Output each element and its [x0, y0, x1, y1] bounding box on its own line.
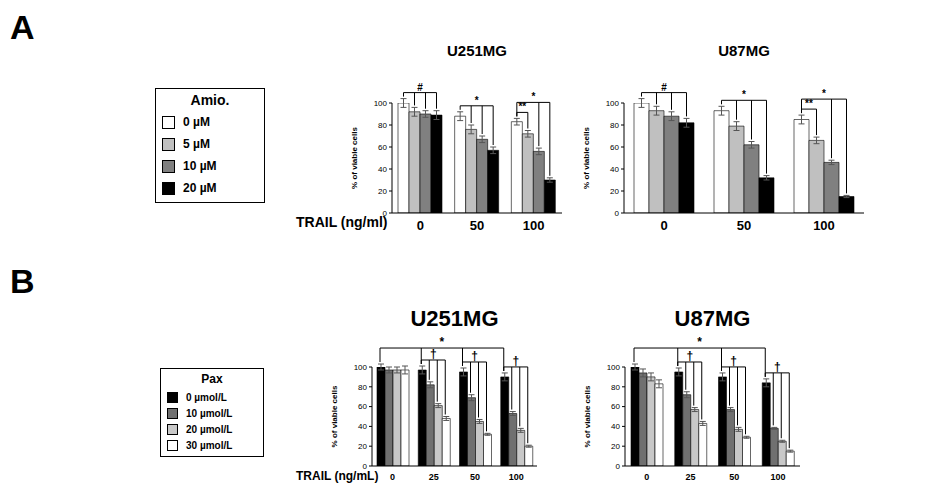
svg-text:80: 80	[378, 121, 387, 130]
svg-text:100: 100	[374, 99, 388, 108]
svg-text:#: #	[417, 82, 423, 93]
svg-text:†: †	[430, 347, 437, 361]
svg-text:60: 60	[378, 143, 387, 152]
svg-text:% of viable cells: % of viable cells	[330, 385, 339, 447]
svg-text:80: 80	[358, 383, 367, 392]
svg-text:**: **	[518, 101, 526, 112]
svg-text:†: †	[686, 349, 693, 363]
svg-text:40: 40	[378, 165, 387, 174]
svg-text:60: 60	[610, 143, 619, 152]
svg-text:60: 60	[358, 402, 367, 411]
svg-text:0: 0	[417, 218, 424, 233]
svg-text:100: 100	[354, 363, 368, 372]
svg-text:100: 100	[813, 218, 835, 233]
svg-text:#: #	[661, 82, 667, 93]
svg-text:†: †	[471, 349, 478, 363]
svg-text:100: 100	[606, 99, 620, 108]
svg-text:**: **	[805, 98, 813, 109]
svg-text:100: 100	[607, 363, 621, 372]
svg-text:% of viable cells: % of viable cells	[582, 127, 591, 189]
svg-text:20: 20	[610, 187, 619, 196]
svg-text:0: 0	[383, 209, 388, 218]
svg-text:*: *	[440, 335, 445, 349]
svg-text:40: 40	[358, 422, 367, 431]
svg-text:†: †	[512, 354, 519, 368]
svg-text:†: †	[774, 360, 781, 374]
svg-text:50: 50	[737, 218, 751, 233]
svg-text:80: 80	[610, 121, 619, 130]
svg-text:0: 0	[660, 218, 667, 233]
svg-text:50: 50	[729, 472, 739, 482]
svg-text:*: *	[822, 88, 826, 99]
svg-text:25: 25	[686, 472, 696, 482]
svg-text:*: *	[475, 95, 479, 106]
svg-text:20: 20	[378, 187, 387, 196]
svg-text:20: 20	[358, 442, 367, 451]
svg-text:25: 25	[429, 472, 439, 482]
svg-text:50: 50	[470, 472, 480, 482]
svg-text:40: 40	[610, 165, 619, 174]
svg-text:0: 0	[390, 472, 395, 482]
svg-text:60: 60	[611, 402, 620, 411]
svg-text:†: †	[730, 354, 737, 368]
svg-text:100: 100	[509, 472, 524, 482]
svg-text:*: *	[742, 89, 746, 100]
svg-text:100: 100	[771, 472, 786, 482]
svg-text:40: 40	[611, 422, 620, 431]
svg-text:50: 50	[470, 218, 484, 233]
svg-text:0: 0	[616, 462, 621, 471]
svg-text:*: *	[531, 91, 535, 102]
svg-text:20: 20	[611, 442, 620, 451]
svg-text:80: 80	[611, 383, 620, 392]
svg-text:*: *	[697, 335, 702, 349]
svg-text:0: 0	[644, 472, 649, 482]
svg-text:% of viable cells: % of viable cells	[583, 385, 592, 447]
svg-text:0: 0	[615, 209, 620, 218]
svg-text:0: 0	[363, 462, 368, 471]
svg-text:100: 100	[523, 218, 545, 233]
svg-text:% of viable cells: % of viable cells	[350, 127, 359, 189]
